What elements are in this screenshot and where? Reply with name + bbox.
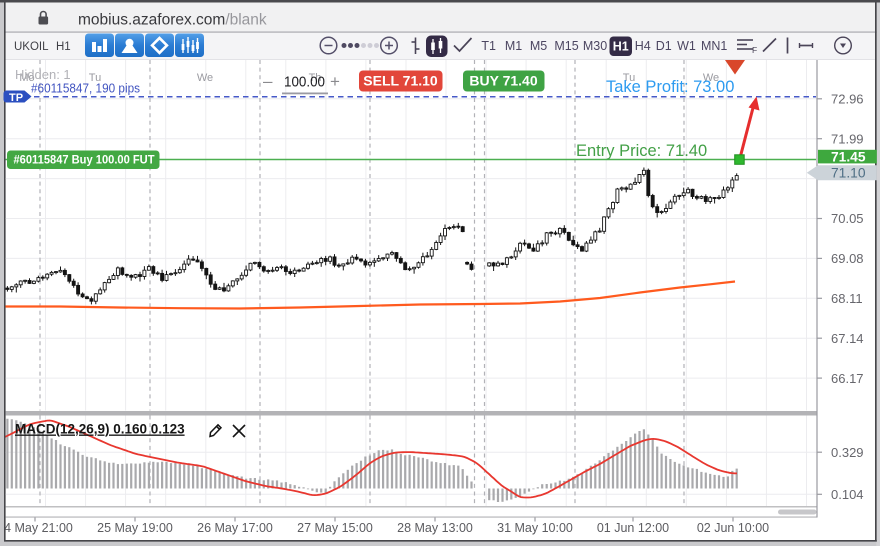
svg-text:31 May 10:00: 31 May 10:00 [497,521,573,535]
svg-text:25 May 19:00: 25 May 19:00 [97,521,173,535]
svg-text:M5: M5 [530,39,547,53]
svg-text:BUY 71.40: BUY 71.40 [469,73,537,89]
svg-text:UKOIL: UKOIL [14,41,49,53]
svg-text:71.45: 71.45 [831,149,866,164]
svg-text:Tu: Tu [89,72,101,84]
svg-text:66.17: 66.17 [831,371,864,386]
svg-text:W1: W1 [677,39,696,53]
svg-text:67.14: 67.14 [831,331,864,346]
svg-text:26 May 17:00: 26 May 17:00 [197,521,273,535]
svg-text:Mo: Mo [19,72,34,84]
svg-text:We: We [197,72,213,84]
svg-text:Entry Price: 71.40: Entry Price: 71.40 [576,142,707,160]
svg-text:68.11: 68.11 [831,291,863,306]
svg-text:MN1: MN1 [701,39,727,53]
svg-text:Th: Th [309,72,322,84]
svg-text:M30: M30 [583,39,607,53]
svg-text:Hidden: 1: Hidden: 1 [15,67,71,82]
svg-text:24 May 21:00: 24 May 21:00 [0,521,73,535]
svg-text:28 May 13:00: 28 May 13:00 [397,521,473,535]
svg-text:#60115847, 190 pips: #60115847, 190 pips [31,82,140,96]
svg-text:+: + [330,72,340,91]
svg-text:01 Jun 12:00: 01 Jun 12:00 [597,521,669,535]
svg-text:72.96: 72.96 [831,92,864,107]
svg-text:mobius.azaforex.com/blank: mobius.azaforex.com/blank [78,12,267,29]
svg-text:#60115847 Buy 100.00 FUT: #60115847 Buy 100.00 FUT [14,153,155,167]
svg-text:SELL 71.10: SELL 71.10 [363,73,438,89]
svg-text:0.329: 0.329 [831,445,864,460]
svg-text:69.08: 69.08 [831,251,864,266]
svg-text:T1: T1 [481,39,496,53]
svg-text:MACD(12,26,9) 0.160 0.123: MACD(12,26,9) 0.160 0.123 [15,422,185,437]
svg-text:M15: M15 [554,39,578,53]
svg-text:0.104: 0.104 [831,487,864,502]
svg-text:H4: H4 [635,39,651,53]
svg-text:71.99: 71.99 [831,131,864,146]
svg-text:H1: H1 [56,41,71,53]
svg-text:Take Profit: 73.00: Take Profit: 73.00 [606,78,734,96]
svg-text:27 May 15:00: 27 May 15:00 [297,521,373,535]
svg-text:02 Jun 10:00: 02 Jun 10:00 [697,521,769,535]
svg-text:TP: TP [9,92,23,104]
svg-text:M1: M1 [505,39,522,53]
svg-text:H1: H1 [613,39,629,53]
svg-text:–: – [263,72,273,91]
svg-text:71.10: 71.10 [831,165,866,180]
svg-text:F: F [752,45,757,55]
svg-text:Tu: Tu [623,72,635,84]
svg-text:100.00: 100.00 [284,74,325,91]
svg-text:We: We [703,72,719,84]
svg-text:D1: D1 [656,39,672,53]
svg-text:70.05: 70.05 [831,211,864,226]
